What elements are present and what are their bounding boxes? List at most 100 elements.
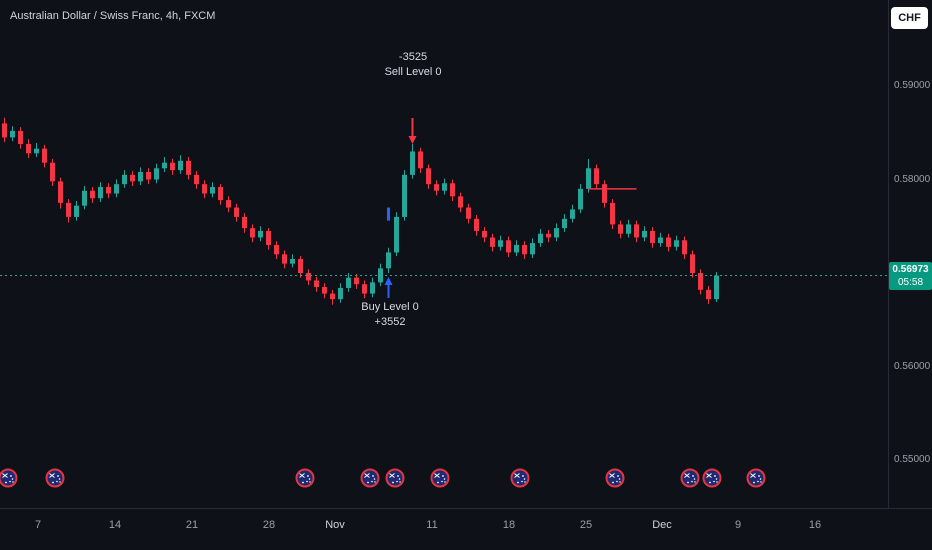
time-tick-label: Dec bbox=[652, 519, 672, 531]
candle-body bbox=[178, 160, 183, 171]
candle-body bbox=[2, 123, 7, 138]
buy-annotation: Buy Level 0 +3552 bbox=[335, 300, 445, 330]
price-tick-label: 0.56000 bbox=[894, 360, 931, 372]
candle-body bbox=[114, 184, 119, 194]
candle-body bbox=[306, 273, 311, 281]
candle-body bbox=[506, 240, 511, 253]
candle-body bbox=[698, 273, 703, 290]
candle-body bbox=[658, 237, 663, 244]
candle-body bbox=[90, 190, 95, 199]
candle-body bbox=[634, 224, 639, 238]
candle-body bbox=[274, 244, 279, 255]
candle-body bbox=[394, 216, 399, 253]
candle-body bbox=[442, 183, 447, 191]
candle-body bbox=[66, 202, 71, 217]
time-tick-label: Nov bbox=[325, 519, 345, 531]
price-tick-label: 0.55000 bbox=[894, 454, 931, 465]
candle-body bbox=[514, 244, 519, 253]
candle-body bbox=[146, 172, 151, 180]
economic-event-flag-icon[interactable] bbox=[605, 468, 625, 488]
candle-body bbox=[434, 184, 439, 191]
candle-body bbox=[642, 230, 647, 238]
candle-body bbox=[522, 244, 527, 255]
sell-level-label: Sell Level 0 bbox=[384, 66, 442, 78]
candle-body bbox=[474, 218, 479, 231]
candle-body bbox=[314, 280, 319, 288]
candle-body bbox=[602, 184, 607, 203]
candle-body bbox=[370, 282, 375, 294]
candle-body bbox=[322, 287, 327, 294]
candle-body bbox=[546, 233, 551, 238]
candle-body bbox=[570, 209, 575, 219]
candle-body bbox=[458, 196, 463, 208]
candle-body bbox=[74, 205, 79, 217]
current-price-badge: 0.56973 05:58 bbox=[889, 262, 932, 290]
time-tick-label: 9 bbox=[734, 519, 742, 531]
candle-body bbox=[578, 188, 583, 210]
candle-body bbox=[410, 151, 415, 175]
candle-body bbox=[490, 237, 495, 247]
candle-body bbox=[330, 293, 335, 300]
candle-body bbox=[210, 186, 215, 194]
bar-countdown: 05:58 bbox=[897, 277, 924, 288]
candle-body bbox=[138, 172, 143, 182]
time-tick-label: 25 bbox=[579, 519, 593, 531]
candle-body bbox=[482, 230, 487, 238]
candle-body bbox=[106, 186, 111, 194]
candle-body bbox=[586, 168, 591, 189]
candle-body bbox=[346, 277, 351, 288]
candle-body bbox=[82, 190, 87, 206]
time-tick-label: 14 bbox=[108, 519, 122, 531]
buy-value-label: +3552 bbox=[374, 316, 406, 328]
current-price-value: 0.56973 bbox=[892, 264, 929, 275]
candle-body bbox=[466, 207, 471, 219]
candle-body bbox=[618, 224, 623, 234]
candle-body bbox=[34, 148, 39, 154]
economic-event-flag-icon[interactable] bbox=[385, 468, 405, 488]
economic-event-flag-icon[interactable] bbox=[295, 468, 315, 488]
candle-body bbox=[226, 200, 231, 208]
time-tick-label: 11 bbox=[426, 519, 438, 531]
time-tick-label: 7 bbox=[34, 519, 42, 531]
candle-body bbox=[418, 151, 423, 169]
time-tick-label: 18 bbox=[502, 519, 516, 531]
candle-body bbox=[26, 143, 31, 154]
candle-body bbox=[354, 277, 359, 285]
buy-level-label: Buy Level 0 bbox=[361, 301, 419, 313]
candle-body bbox=[170, 162, 175, 171]
candle-body bbox=[554, 228, 559, 238]
buy-arrow-head-icon bbox=[384, 277, 393, 285]
candle-body bbox=[338, 287, 343, 300]
economic-event-flag-icon[interactable] bbox=[0, 468, 18, 488]
candle-body bbox=[650, 230, 655, 244]
candle-body bbox=[450, 183, 455, 197]
economic-event-flag-icon[interactable] bbox=[510, 468, 530, 488]
candle-body bbox=[242, 216, 247, 229]
candle-body bbox=[682, 240, 687, 255]
candle-body bbox=[594, 168, 599, 185]
candle-body bbox=[218, 186, 223, 201]
candle-body bbox=[18, 130, 23, 144]
time-tick-label: 16 bbox=[808, 519, 822, 531]
currency-toggle-button[interactable]: CHF bbox=[891, 7, 928, 29]
candle-body bbox=[282, 254, 287, 264]
candlestick-chart[interactable] bbox=[0, 0, 888, 508]
economic-event-flag-icon[interactable] bbox=[360, 468, 380, 488]
candle-body bbox=[266, 230, 271, 245]
time-axis[interactable]: 7 14 21 28 Nov 11 18 25 Dec 9 16 bbox=[0, 508, 932, 550]
chart-canvas[interactable]: Australian Dollar / Swiss Franc, 4h, FXC… bbox=[0, 0, 888, 508]
economic-event-flag-icon[interactable] bbox=[45, 468, 65, 488]
time-tick-label: 28 bbox=[262, 519, 276, 531]
candle-body bbox=[234, 207, 239, 217]
candle-body bbox=[194, 174, 199, 185]
candle-body bbox=[706, 289, 711, 300]
candle-body bbox=[130, 174, 135, 182]
economic-event-flag-icon[interactable] bbox=[680, 468, 700, 488]
economic-event-flag-icon[interactable] bbox=[430, 468, 450, 488]
economic-event-flag-icon[interactable] bbox=[702, 468, 722, 488]
candle-body bbox=[562, 218, 567, 229]
candle-body bbox=[666, 237, 671, 247]
economic-event-flag-icon[interactable] bbox=[746, 468, 766, 488]
sell-arrow-head-icon bbox=[408, 136, 417, 144]
